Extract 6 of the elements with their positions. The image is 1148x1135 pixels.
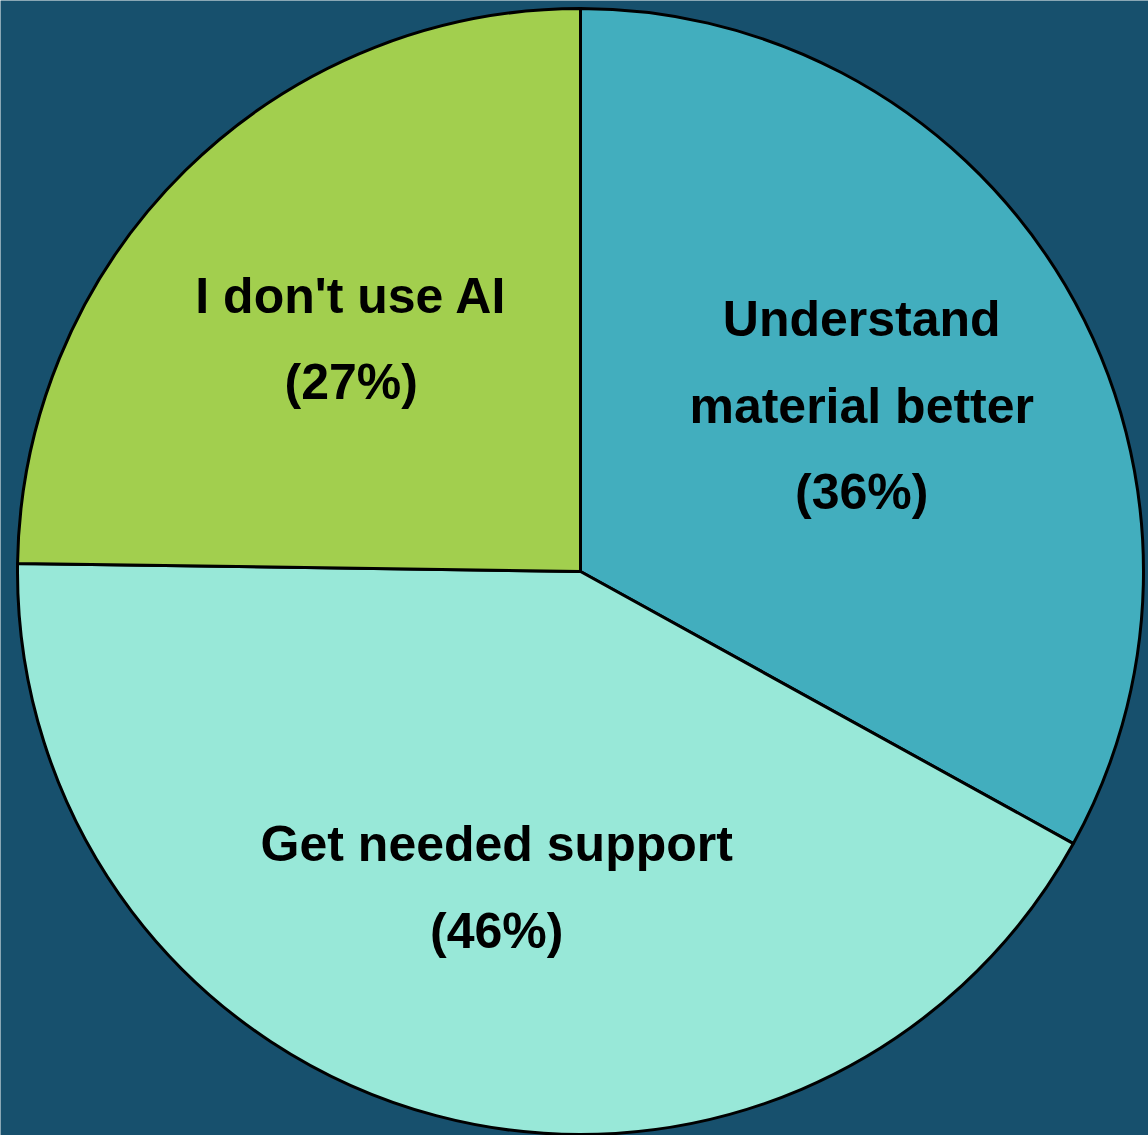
data-label: (27%) [284, 354, 418, 411]
data-label: (36%) [795, 464, 929, 521]
data-label: (46%) [430, 902, 564, 959]
slice-label: Get needed support [260, 815, 734, 872]
slice-label: Understand material better [689, 290, 1035, 434]
slice-label: I don't use AI [195, 267, 506, 324]
